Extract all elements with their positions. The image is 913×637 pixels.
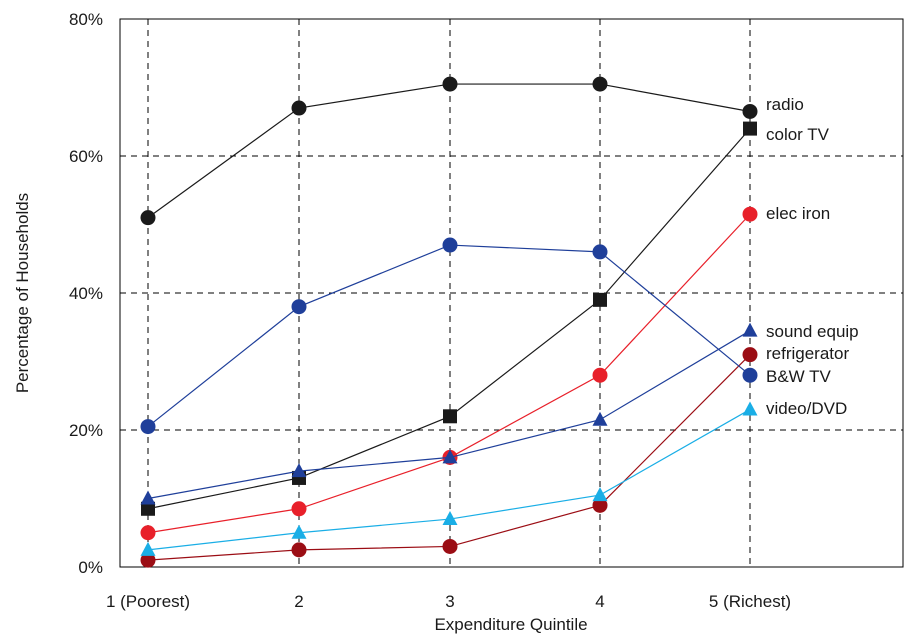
data-point-sound-equip (592, 411, 608, 426)
y-tick-label: 20% (69, 421, 103, 440)
data-point-video-dvd (291, 524, 307, 539)
y-tick-label: 80% (69, 10, 103, 29)
data-point-elec-iron (592, 367, 608, 383)
x-tick-label: 3 (445, 592, 454, 611)
data-point-elec-iron (140, 525, 156, 541)
series-labels: radio color TV elec iron sound equip refrige… (766, 95, 859, 418)
x-tick-label: 5 (Richest) (709, 592, 791, 611)
data-point-radio (742, 103, 758, 119)
data-point-video-dvd (592, 487, 608, 502)
series-elec-iron (140, 206, 758, 541)
data-point-sound-equip (291, 463, 307, 478)
series-label-color-tv: color TV (766, 125, 830, 144)
data-point-b-w-tv (442, 237, 458, 253)
data-point-color-tv (141, 501, 155, 516)
x-tick-label: 1 (Poorest) (106, 592, 190, 611)
series-label-elec-iron: elec iron (766, 204, 830, 223)
series-label-b-w-tv: B&W TV (766, 367, 832, 386)
data-point-b-w-tv (291, 299, 307, 315)
data-point-video-dvd (742, 401, 758, 416)
data-point-elec-iron (742, 206, 758, 222)
data-point-radio (592, 76, 608, 92)
series-label-refrigerator: refrigerator (766, 344, 849, 363)
y-tick-label: 40% (69, 284, 103, 303)
data-point-b-w-tv (592, 244, 608, 260)
x-tick-label: 4 (595, 592, 604, 611)
x-axis-ticks: 1 (Poorest) 2 3 4 5 (Richest) (106, 592, 791, 611)
data-point-color-tv (443, 409, 457, 424)
series-line-b-w-tv (147, 244, 751, 428)
y-axis-title: Percentage of Households (13, 193, 32, 393)
data-point-refrigerator (592, 497, 608, 513)
series-b-w-tv (140, 237, 758, 435)
series-line-elec-iron (147, 213, 751, 534)
data-point-radio (140, 210, 156, 226)
data-point-sound-equip (442, 449, 458, 464)
series-radio (140, 76, 758, 226)
series-label-video-dvd: video/DVD (766, 399, 847, 418)
data-point-b-w-tv (742, 367, 758, 383)
y-axis-ticks: 0% 20% 40% 60% 80% (69, 10, 103, 577)
data-point-color-tv (593, 292, 607, 307)
series-line-video-dvd (147, 408, 751, 551)
data-point-refrigerator (140, 552, 156, 568)
y-tick-label: 0% (78, 558, 103, 577)
data-point-video-dvd (442, 511, 458, 526)
x-tick-label: 2 (294, 592, 303, 611)
series-line-radio (147, 83, 751, 219)
series-sound-equip (140, 322, 758, 505)
data-point-radio (291, 100, 307, 116)
series-group (140, 76, 758, 568)
x-axis-title: Expenditure Quintile (434, 615, 587, 634)
data-point-refrigerator (442, 538, 458, 554)
data-point-b-w-tv (140, 419, 156, 435)
data-point-radio (442, 76, 458, 92)
series-label-sound-equip: sound equip (766, 322, 859, 341)
data-point-refrigerator (742, 347, 758, 363)
data-point-refrigerator (291, 542, 307, 558)
plot-area (119, 18, 904, 568)
data-point-video-dvd (140, 541, 156, 556)
y-tick-label: 60% (69, 147, 103, 166)
series-refrigerator (140, 347, 758, 568)
data-point-sound-equip (140, 490, 156, 505)
series-video-dvd (140, 401, 758, 556)
data-point-sound-equip (742, 322, 758, 337)
data-point-color-tv (743, 121, 757, 136)
data-point-elec-iron (291, 501, 307, 517)
series-label-radio: radio (766, 95, 804, 114)
series-color-tv (141, 121, 757, 516)
